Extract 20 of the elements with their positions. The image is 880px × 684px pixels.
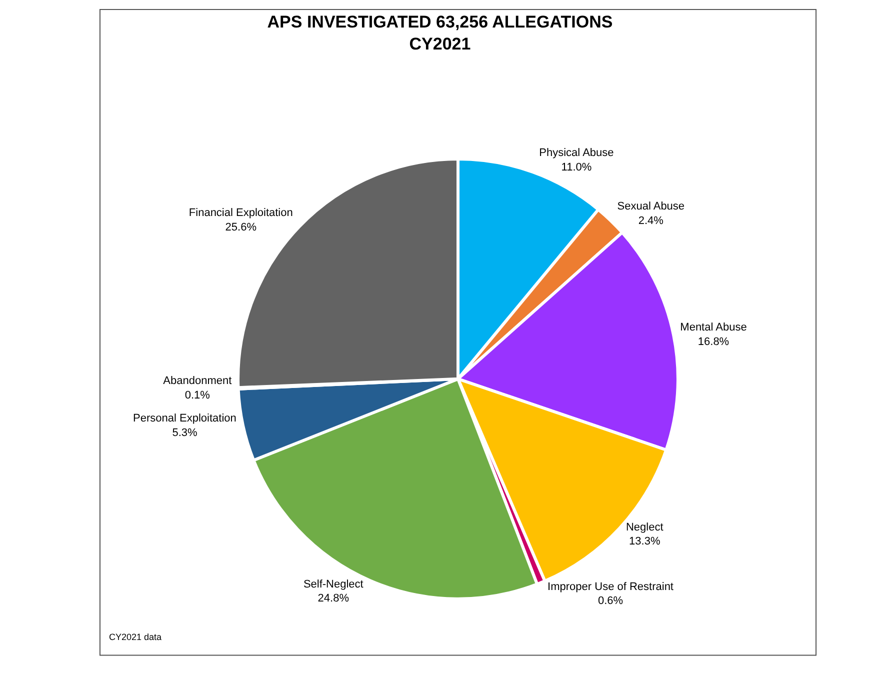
data-label: 0.6%: [598, 595, 624, 608]
slice-label: Abandonment: [163, 375, 232, 388]
data-label: 11.0%: [561, 162, 592, 174]
slice-label: Physical Abuse: [539, 147, 614, 160]
chart-title: APS INVESTIGATED 63,256 ALLEGATIONS CY2021: [267, 12, 613, 54]
slice-label: Financial Exploitation: [188, 207, 293, 220]
slice-label: Improper Use of Restraint: [548, 580, 674, 593]
data-label: 0.1%: [184, 389, 210, 402]
data-label: 25.6%: [225, 221, 257, 234]
data-label: 2.4%: [638, 214, 664, 227]
text: CY2021 data: [109, 632, 162, 642]
slice-label: Mental Abuse: [680, 322, 747, 334]
slice-label: Personal Exploitation: [133, 412, 236, 425]
data-label: 16.8%: [698, 336, 730, 348]
slice-label: Sexual Abuse: [617, 200, 685, 213]
slice-label: Self-Neglect: [303, 578, 364, 590]
data-label: 5.3%: [172, 426, 198, 439]
slice-label: Neglect: [626, 521, 664, 534]
data-label: 13.3%: [629, 536, 660, 548]
data-label: 24.8%: [318, 592, 350, 605]
